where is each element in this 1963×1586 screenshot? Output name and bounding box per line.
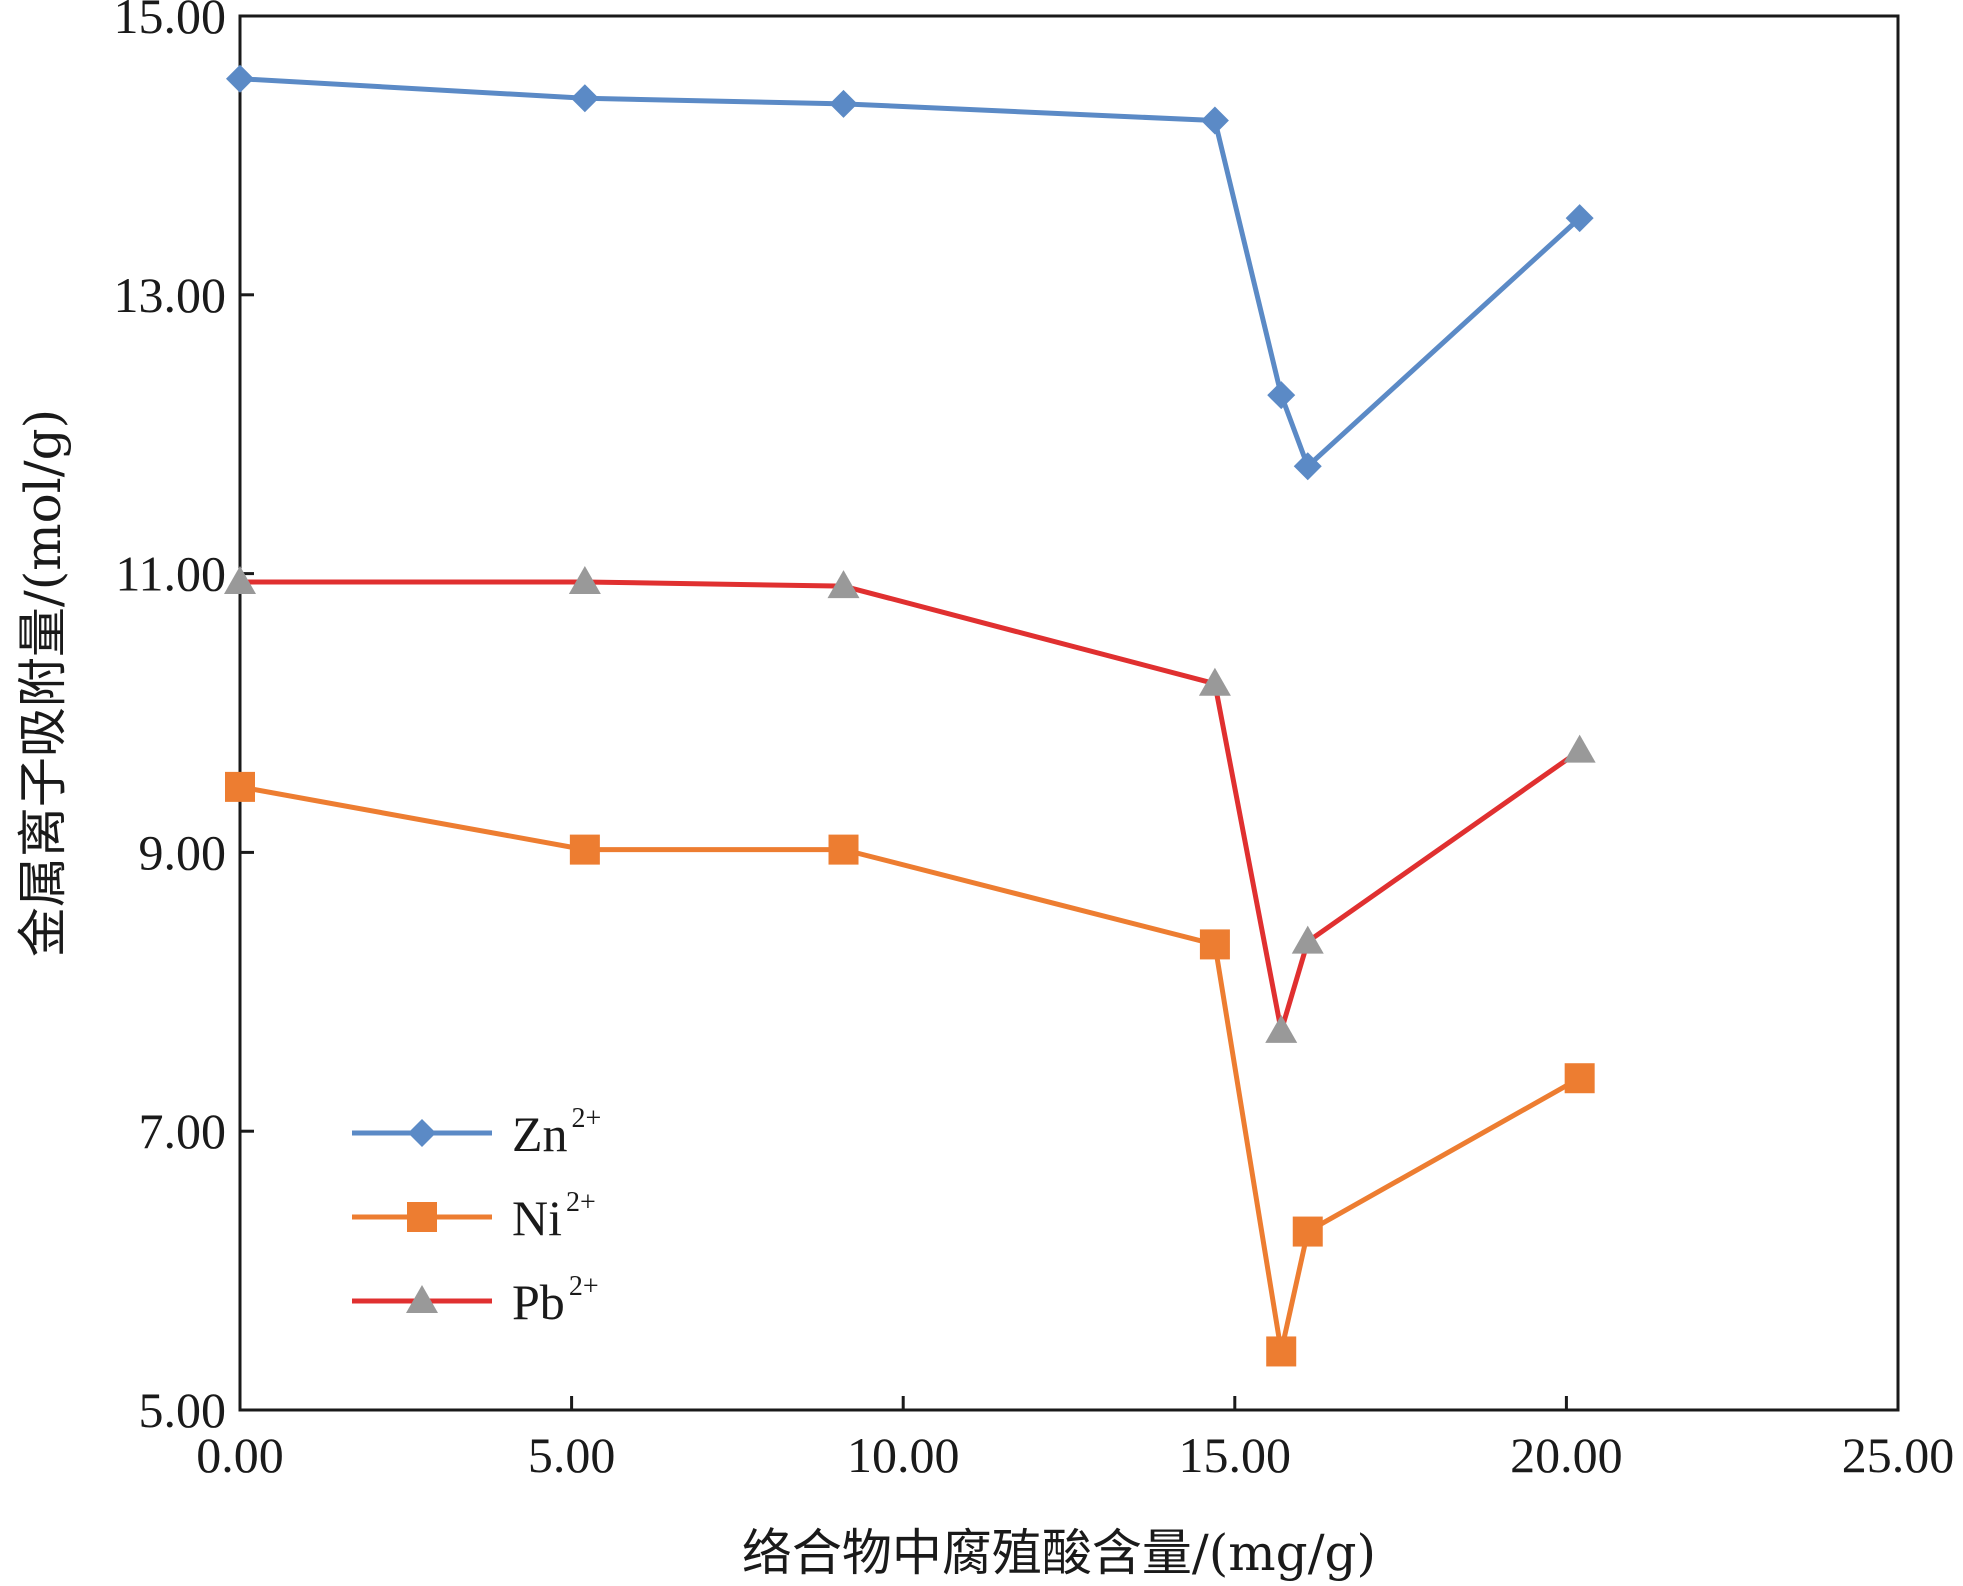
data-point-ni — [1199, 929, 1230, 960]
data-point-pb — [1265, 1014, 1298, 1043]
series-line-ni — [239, 784, 1581, 1354]
data-point-ni — [225, 771, 255, 802]
y-tick-label: 15.00 — [114, 0, 227, 44]
data-point-zn — [1200, 106, 1229, 135]
y-tick-label: 7.00 — [139, 1103, 227, 1159]
x-tick-label: 25.00 — [1842, 1427, 1955, 1483]
y-axis-title: 金属离子吸附量/(mol/g) — [14, 409, 72, 957]
x-tick-label: 5.00 — [528, 1427, 616, 1483]
x-tick-label: 0.00 — [196, 1427, 284, 1483]
data-point-pb — [1291, 925, 1324, 954]
data-point-zn — [829, 89, 858, 118]
data-point-pb — [1563, 734, 1596, 763]
x-tick-label: 15.00 — [1179, 1427, 1292, 1483]
data-point-zn — [1565, 204, 1594, 233]
series-line-zn — [239, 76, 1582, 469]
data-point-pb — [224, 565, 256, 594]
x-axis-title: 络合物中腐殖酸含量/(mg/g) — [742, 1524, 1376, 1582]
series-layer — [224, 64, 1596, 1367]
data-point-zn — [1267, 381, 1296, 410]
y-tick-label: 5.00 — [139, 1382, 227, 1438]
data-point-ni — [1564, 1063, 1595, 1094]
legend-marker — [408, 1119, 436, 1147]
y-tick-label: 11.00 — [115, 546, 226, 602]
data-point-pb — [568, 565, 601, 594]
data-point-zn — [226, 64, 254, 93]
legend-label: Pb 2+ — [512, 1271, 599, 1330]
legend-label: Ni 2+ — [512, 1187, 596, 1246]
series-zn — [226, 64, 1594, 481]
data-point-ni — [828, 834, 859, 865]
plot-area: 0.00 5.00 10.00 15.00 20.00 25.005.007.009.00… — [114, 0, 1955, 1483]
legend-item-zn: Zn 2+ — [352, 1103, 601, 1162]
data-point-zn — [1293, 452, 1322, 481]
data-point-pb — [827, 570, 860, 599]
legend-item-ni: Ni 2+ — [352, 1187, 596, 1246]
series-ni — [225, 771, 1595, 1367]
legend-marker — [407, 1202, 437, 1232]
y-tick-label: 9.00 — [139, 824, 227, 880]
data-point-pb — [1198, 667, 1231, 696]
data-point-ni — [1292, 1216, 1323, 1247]
x-tick-label: 20.00 — [1510, 1427, 1623, 1483]
legend-item-pb: Pb 2+ — [352, 1271, 599, 1330]
data-point-zn — [570, 84, 599, 113]
y-tick-label: 13.00 — [114, 267, 227, 323]
legend-label: Zn 2+ — [512, 1103, 601, 1162]
data-point-ni — [569, 834, 600, 865]
legend-marker — [406, 1285, 438, 1313]
plot-frame — [238, 14, 1900, 1412]
x-tick-label: 10.00 — [847, 1427, 960, 1483]
legend: Zn 2+ Ni 2+ Pb 2+ — [352, 1103, 601, 1330]
series-line-pb — [240, 579, 1582, 1034]
series-pb — [224, 565, 1596, 1043]
data-point-ni — [1266, 1336, 1297, 1367]
